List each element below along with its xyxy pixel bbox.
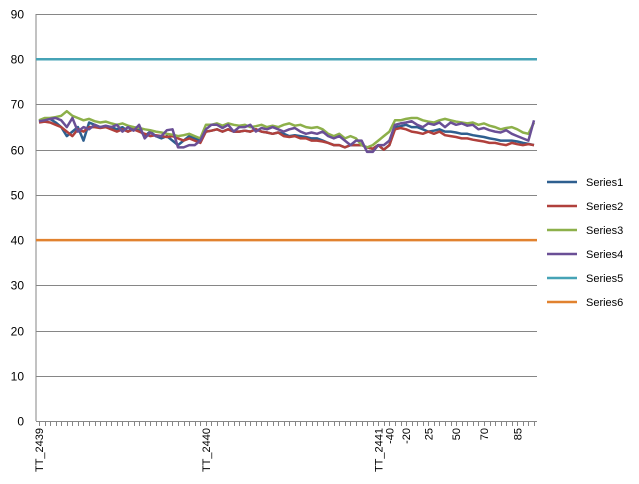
legend-label: Series3	[586, 225, 623, 237]
series-line-series4	[38, 116, 536, 154]
x-tick-label: TT_2440	[201, 428, 213, 472]
y-tick-label: 40	[11, 234, 25, 248]
legend-label: Series2	[586, 201, 623, 213]
y-tick-label: 50	[11, 189, 25, 203]
x-tick-label: 25	[423, 428, 435, 440]
legend-label: Series6	[586, 297, 623, 309]
x-axis	[35, 14, 537, 426]
legend: Series1 Series2 Series3 Series4 Series5 Serie…	[547, 177, 623, 309]
x-tick-label: -40	[384, 428, 396, 444]
series-lines	[36, 57, 537, 242]
legend-label: Series5	[586, 273, 623, 285]
x-tick-label: -20	[401, 428, 413, 444]
x-axis-tick-labels: TT_2439 TT_2440 TT_2441 -40 -20 25 50 70 85	[34, 428, 524, 472]
x-tick-label: 85	[512, 428, 524, 440]
series-line-series1	[38, 117, 535, 151]
legend-label: Series4	[586, 249, 623, 261]
y-tick-label: 60	[11, 144, 25, 158]
x-tick-label: TT_2441	[373, 428, 385, 472]
y-tick-label: 0	[17, 415, 24, 429]
series-line-series3	[38, 109, 536, 149]
y-tick-label: 90	[11, 8, 25, 22]
y-tick-label: 30	[11, 279, 25, 293]
y-tick-label: 20	[11, 325, 25, 339]
x-tick-label: TT_2439	[34, 428, 46, 472]
y-tick-label: 10	[11, 370, 25, 384]
y-tick-label: 70	[11, 98, 25, 112]
gridlines	[36, 14, 537, 377]
x-tick-label: 70	[479, 428, 491, 440]
y-tick-label: 80	[11, 53, 25, 67]
x-tick-label: 50	[451, 428, 463, 440]
y-axis-tick-labels: 0 10 20 30 40 50 60 70 80 90	[11, 8, 25, 429]
legend-label: Series1	[586, 177, 623, 189]
